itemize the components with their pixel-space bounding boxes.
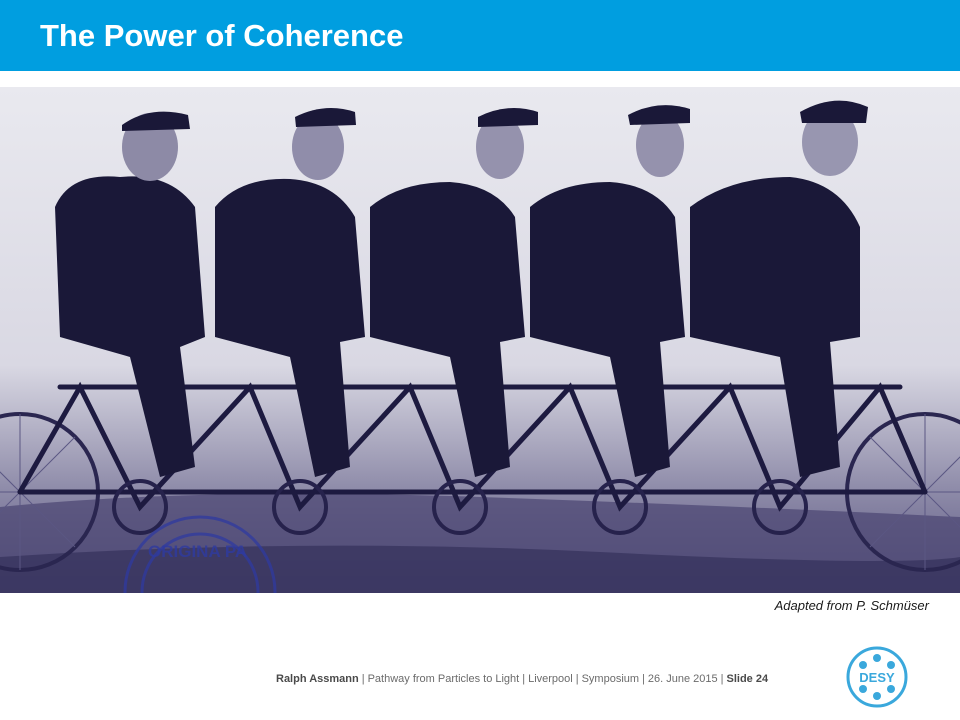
footer-separator: | <box>720 673 724 685</box>
footer-separator: | <box>575 673 579 685</box>
image-credit: Adapted from P. Schmüser <box>774 598 929 613</box>
footer-author: Ralph Assmann <box>276 673 359 685</box>
footer-event: Symposium <box>581 673 640 685</box>
footer-separator: | <box>642 673 645 685</box>
slide-title: The Power of Coherence <box>40 18 404 53</box>
logo-text: DESY <box>859 670 895 685</box>
photo-stamp-text: ORIGINA PA <box>148 542 247 561</box>
tandem-bicycle-photo: ORIGINA PA <box>0 87 960 593</box>
title-bar: The Power of Coherence <box>0 0 960 71</box>
footer-location: Liverpool <box>528 673 573 685</box>
footer-separator: | <box>522 673 526 685</box>
desy-logo-icon: DESY <box>846 646 908 708</box>
footer-separator: | <box>361 673 365 685</box>
footer-date: 26. June 2015 <box>647 673 718 685</box>
footer-talk-title: Pathway from Particles to Light <box>367 673 520 685</box>
footer-slide-number: Slide 24 <box>726 673 769 685</box>
slide-footer: Ralph Assmann | Pathway from Particles to … <box>276 673 768 685</box>
